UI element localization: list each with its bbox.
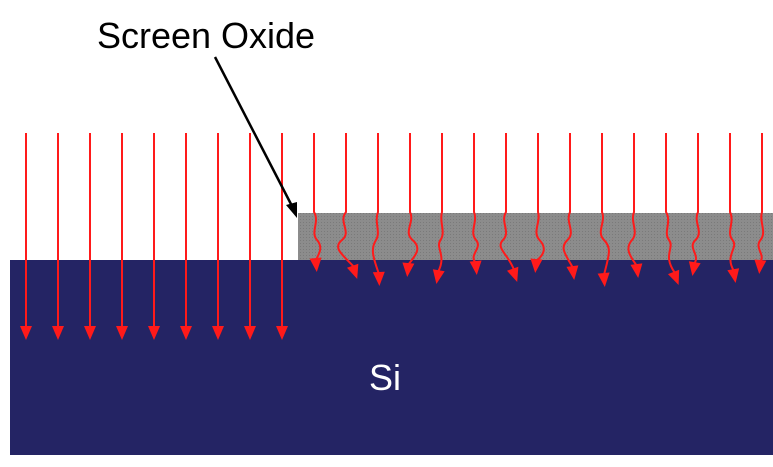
diagram: Screen Oxide Si [0, 0, 773, 467]
oxide-label: Screen Oxide [97, 15, 315, 56]
leader-line [215, 57, 293, 208]
leader-arrowhead [286, 202, 297, 218]
page: Screen Oxide Si (() => { const data = JS… [0, 0, 773, 467]
substrate-label: Si [369, 357, 401, 398]
screen-oxide-layer [298, 213, 773, 260]
